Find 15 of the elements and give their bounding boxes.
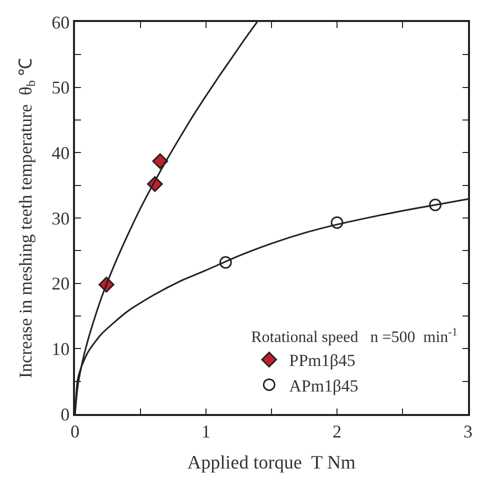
x-tick-label: 3 (464, 421, 472, 442)
y-tick-label: 40 (52, 142, 70, 163)
legend-title: Rotational speed n =500 min$^{-1}$ (251, 326, 458, 346)
x-tick-label: 1 (202, 421, 210, 442)
y-tick-label: 10 (52, 338, 70, 359)
y-tick-label: 60 (52, 12, 70, 32)
x-tick-label: 2 (332, 421, 342, 442)
point (152, 153, 168, 170)
y-tick-label: 20 (52, 274, 70, 294)
legend-label: PPm1β45 (289, 351, 356, 370)
legend-label: APm1β45 (289, 376, 358, 396)
y-tick-label: 0 (60, 404, 70, 424)
x-axis-title: Applied torque T Nm (187, 452, 356, 474)
y-tick-label: 30 (52, 208, 70, 228)
y-tick-label: 50 (52, 78, 70, 98)
